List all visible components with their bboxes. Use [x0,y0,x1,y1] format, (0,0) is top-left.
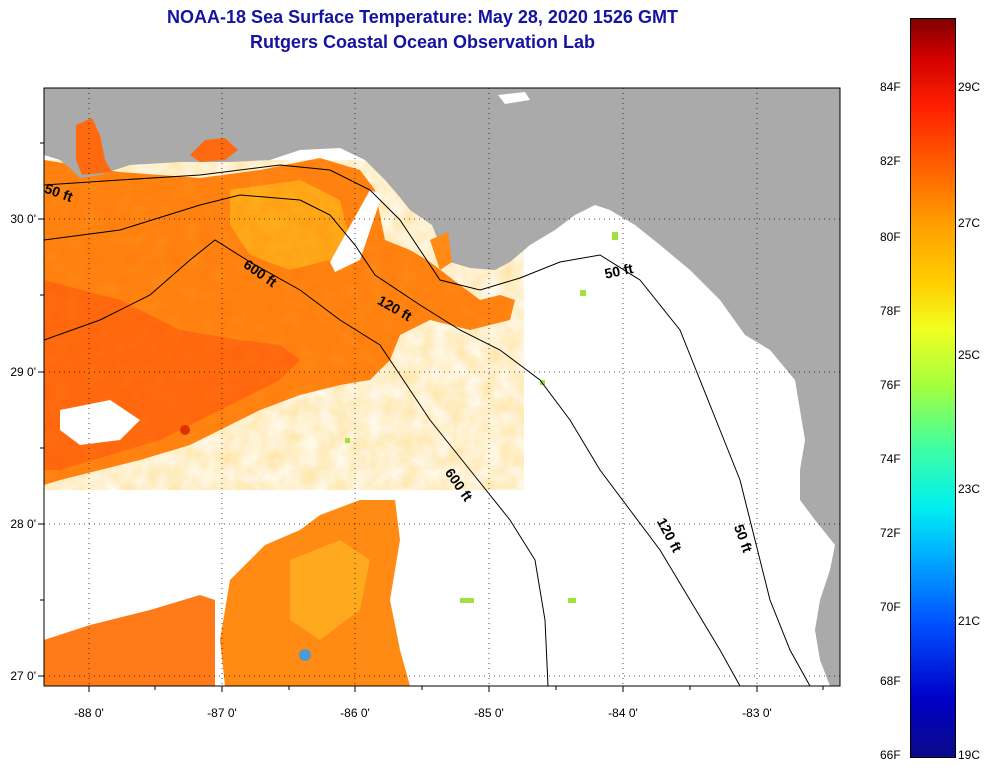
sst-speckles [345,232,618,603]
colorbar-label-70f: 70F [880,600,901,614]
lon-label-86: -86 0' [340,706,370,720]
sst-patch-south-cool [290,540,370,640]
map-frame [43,87,841,687]
contour-600ft [44,239,549,686]
contour-50ft [44,164,811,686]
cloud-gap-2 [60,400,140,445]
lon-label-88: -88 0' [74,706,104,720]
lat-label-29: 29 0' [10,365,36,379]
lon-label-83: -83 0' [742,706,772,720]
cloud-gap [330,190,382,272]
colorbar-label-21c: 21C [958,614,981,628]
bay-apalachee [430,232,452,270]
colorbar-label-82f: 82F [880,154,901,168]
lat-label-30: 30 0' [10,212,36,226]
lake [498,92,530,104]
colorbar-label-80f: 80F [880,230,901,244]
colorbar-label-19c: 19C [958,748,981,762]
colorbar-label-29c: 29C [958,80,981,94]
colorbar-label-74f: 74F [880,452,901,466]
sst-patch-southwest [44,595,215,686]
colorbar-label-84f: 84F [880,80,901,94]
bay-pensacola [190,138,238,162]
bay-mobile [76,118,112,175]
lon-label-85: -85 0' [474,706,504,720]
warm-spot [180,425,190,435]
land-mass [44,88,840,686]
contour-120ft [44,194,741,686]
colorbar-label-66f: 66F [880,748,901,762]
colorbar-label-23c: 23C [958,482,981,496]
colorbar-label-78f: 78F [880,304,901,318]
colorbar-label-27c: 27C [958,216,981,230]
axis-ticks [38,142,824,692]
colorbar-label-25c: 25C [958,348,981,362]
lat-label-28: 28 0' [10,517,36,531]
colorbar-label-76f: 76F [880,378,901,392]
colorbar-label-68f: 68F [880,674,901,688]
map-title: NOAA-18 Sea Surface Temperature: May 28,… [167,7,678,27]
lon-label-87: -87 0' [207,706,237,720]
colorbar-label-72f: 72F [880,526,901,540]
lat-label-27: 27 0' [10,669,36,683]
map-subtitle: Rutgers Coastal Ocean Observation Lab [249,32,596,52]
cold-spot [299,649,311,661]
lon-label-84: -84 0' [608,706,638,720]
temperature-colorbar [910,18,956,758]
